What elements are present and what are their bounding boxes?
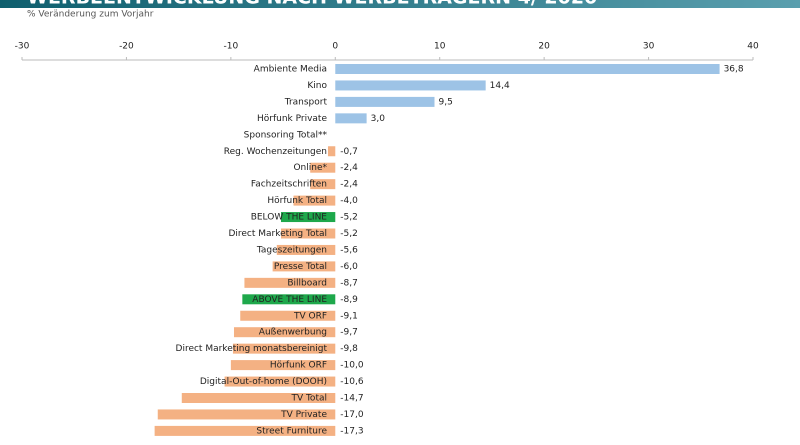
x-tick-label: 40 (747, 42, 759, 52)
value-label: -17,0 (340, 410, 364, 420)
value-label: -9,1 (340, 311, 358, 321)
category-label: Billboard (287, 278, 327, 288)
x-tick-label: 0 (332, 42, 338, 52)
category-label: Direct Marketing monatsbereinigt (176, 344, 328, 354)
value-label: 9,5 (438, 97, 452, 107)
bar (154, 425, 336, 436)
value-label: -10,6 (340, 377, 364, 387)
category-label: Ambiente Media (254, 65, 327, 75)
value-label: -9,7 (340, 328, 358, 338)
x-tick-label: 20 (538, 42, 550, 52)
bar (232, 343, 336, 354)
bar (242, 294, 336, 305)
bar (233, 327, 336, 338)
value-label: -5,2 (340, 213, 358, 223)
header-banner (0, 0, 800, 8)
chart-subtitle: % Veränderung zum Vorjahr (27, 10, 154, 20)
x-tick-label: 10 (434, 42, 446, 52)
bar (157, 409, 336, 420)
bar (181, 393, 336, 403)
bar (335, 113, 367, 124)
value-label: -6,0 (340, 262, 358, 272)
bar (293, 195, 336, 206)
category-label: Reg. Wochenzeitungen (224, 147, 327, 157)
bar (335, 64, 720, 74)
value-label: 3,0 (371, 114, 386, 124)
x-tick-label: -20 (119, 42, 134, 52)
bar (244, 277, 336, 288)
category-label: TV ORF (293, 311, 327, 321)
bar (310, 179, 336, 190)
category-label: BELOW THE LINE (251, 213, 328, 223)
category-label: Hörfunk Private (257, 114, 327, 124)
value-label: -8,7 (340, 278, 358, 288)
category-label: Direct Marketing Total (228, 229, 327, 239)
category-label: TV Total (290, 394, 327, 404)
bar (327, 146, 336, 157)
bar (280, 228, 336, 239)
bar (230, 360, 336, 371)
x-tick-label: 30 (643, 42, 655, 52)
bar (276, 244, 336, 255)
category-label: Digital-Out-of-home (DOOH) (200, 377, 327, 387)
value-label: -17,3 (340, 426, 363, 436)
value-label: -9,8 (340, 344, 358, 354)
value-label: -2,4 (340, 180, 358, 190)
bar (335, 96, 435, 107)
bar (335, 80, 486, 91)
value-label: -5,2 (340, 229, 358, 239)
x-tick-label: -10 (224, 42, 239, 52)
value-label: -4,0 (340, 196, 358, 206)
bar (310, 162, 336, 173)
category-label: Sponsoring Total** (244, 130, 328, 140)
value-label: -8,9 (340, 295, 358, 305)
bar (224, 376, 336, 387)
value-label: -0,7 (340, 147, 358, 157)
category-label: ABOVE THE LINE (252, 295, 327, 305)
category-label: Online* (293, 163, 327, 173)
value-label: 14,4 (490, 81, 510, 91)
category-label: TV Private (280, 410, 327, 420)
bar (272, 261, 336, 272)
value-label: -2,4 (340, 163, 358, 173)
chart-title: WERBEENTWICKLUNG NACH WERBETRÄGERN 4/ 20… (27, 0, 597, 9)
category-label: Tageszeitungen (256, 245, 327, 255)
category-label: Transport (284, 97, 328, 107)
category-label: Außenwerbung (259, 328, 327, 338)
bar (280, 212, 336, 223)
bar (240, 310, 336, 321)
category-label: Street Furniture (256, 426, 327, 436)
category-label: Hörfunk ORF (270, 361, 327, 371)
value-label: -14,7 (340, 394, 363, 404)
x-tick-label: -30 (15, 42, 30, 52)
category-label: Presse Total (274, 262, 327, 272)
value-label: 36,8 (724, 65, 744, 75)
category-label: Kino (307, 81, 327, 91)
value-label: -5,6 (340, 245, 358, 255)
value-label: -10,0 (340, 361, 364, 371)
category-label: Hörfunk Total (267, 196, 327, 206)
category-label: Fachzeitschriften (251, 180, 327, 190)
